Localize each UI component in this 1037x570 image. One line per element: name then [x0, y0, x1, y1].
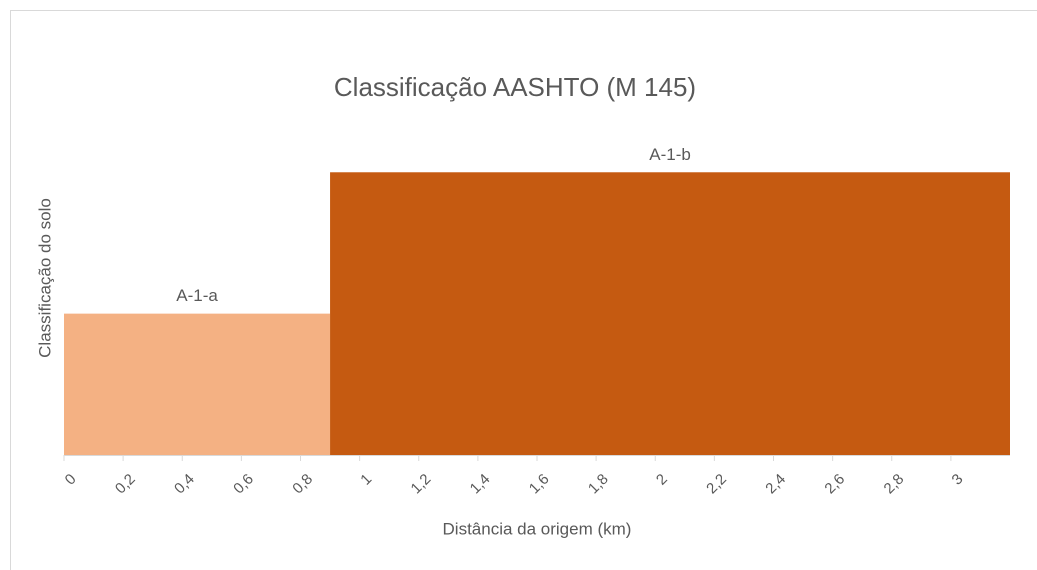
bar [330, 172, 1010, 456]
chart-frame [10, 10, 1037, 570]
bar [64, 313, 331, 455]
x-tick-label: 2,6 [821, 471, 848, 498]
x-tick-label: 2,8 [881, 471, 908, 498]
x-tick-label: 3 [949, 471, 967, 489]
x-tick-label: 1,6 [526, 471, 553, 498]
x-tick-label: 1,2 [408, 471, 435, 498]
chart-title: Classificação AASHTO (M 145) [334, 72, 696, 102]
x-tick-label: 0,6 [230, 471, 257, 498]
x-tick-label: 0,8 [289, 471, 316, 498]
x-tick-label: 1,4 [467, 471, 494, 498]
x-tick-label: 1 [357, 471, 375, 489]
x-axis-label: Distância da origem (km) [443, 519, 632, 538]
x-tick-label: 2 [653, 471, 671, 489]
x-tick-label: 0,2 [112, 471, 139, 498]
x-tick-label: 1,8 [585, 471, 612, 498]
x-tick-label: 0,4 [171, 471, 198, 498]
x-tick-label: 2,2 [703, 471, 730, 498]
bar-label: A-1-a [176, 286, 218, 305]
x-tick-label: 2,4 [762, 471, 789, 498]
y-axis-label: Classificação do solo [35, 198, 54, 358]
bar-label: A-1-b [649, 145, 691, 164]
x-tick-label: 0 [62, 471, 80, 489]
